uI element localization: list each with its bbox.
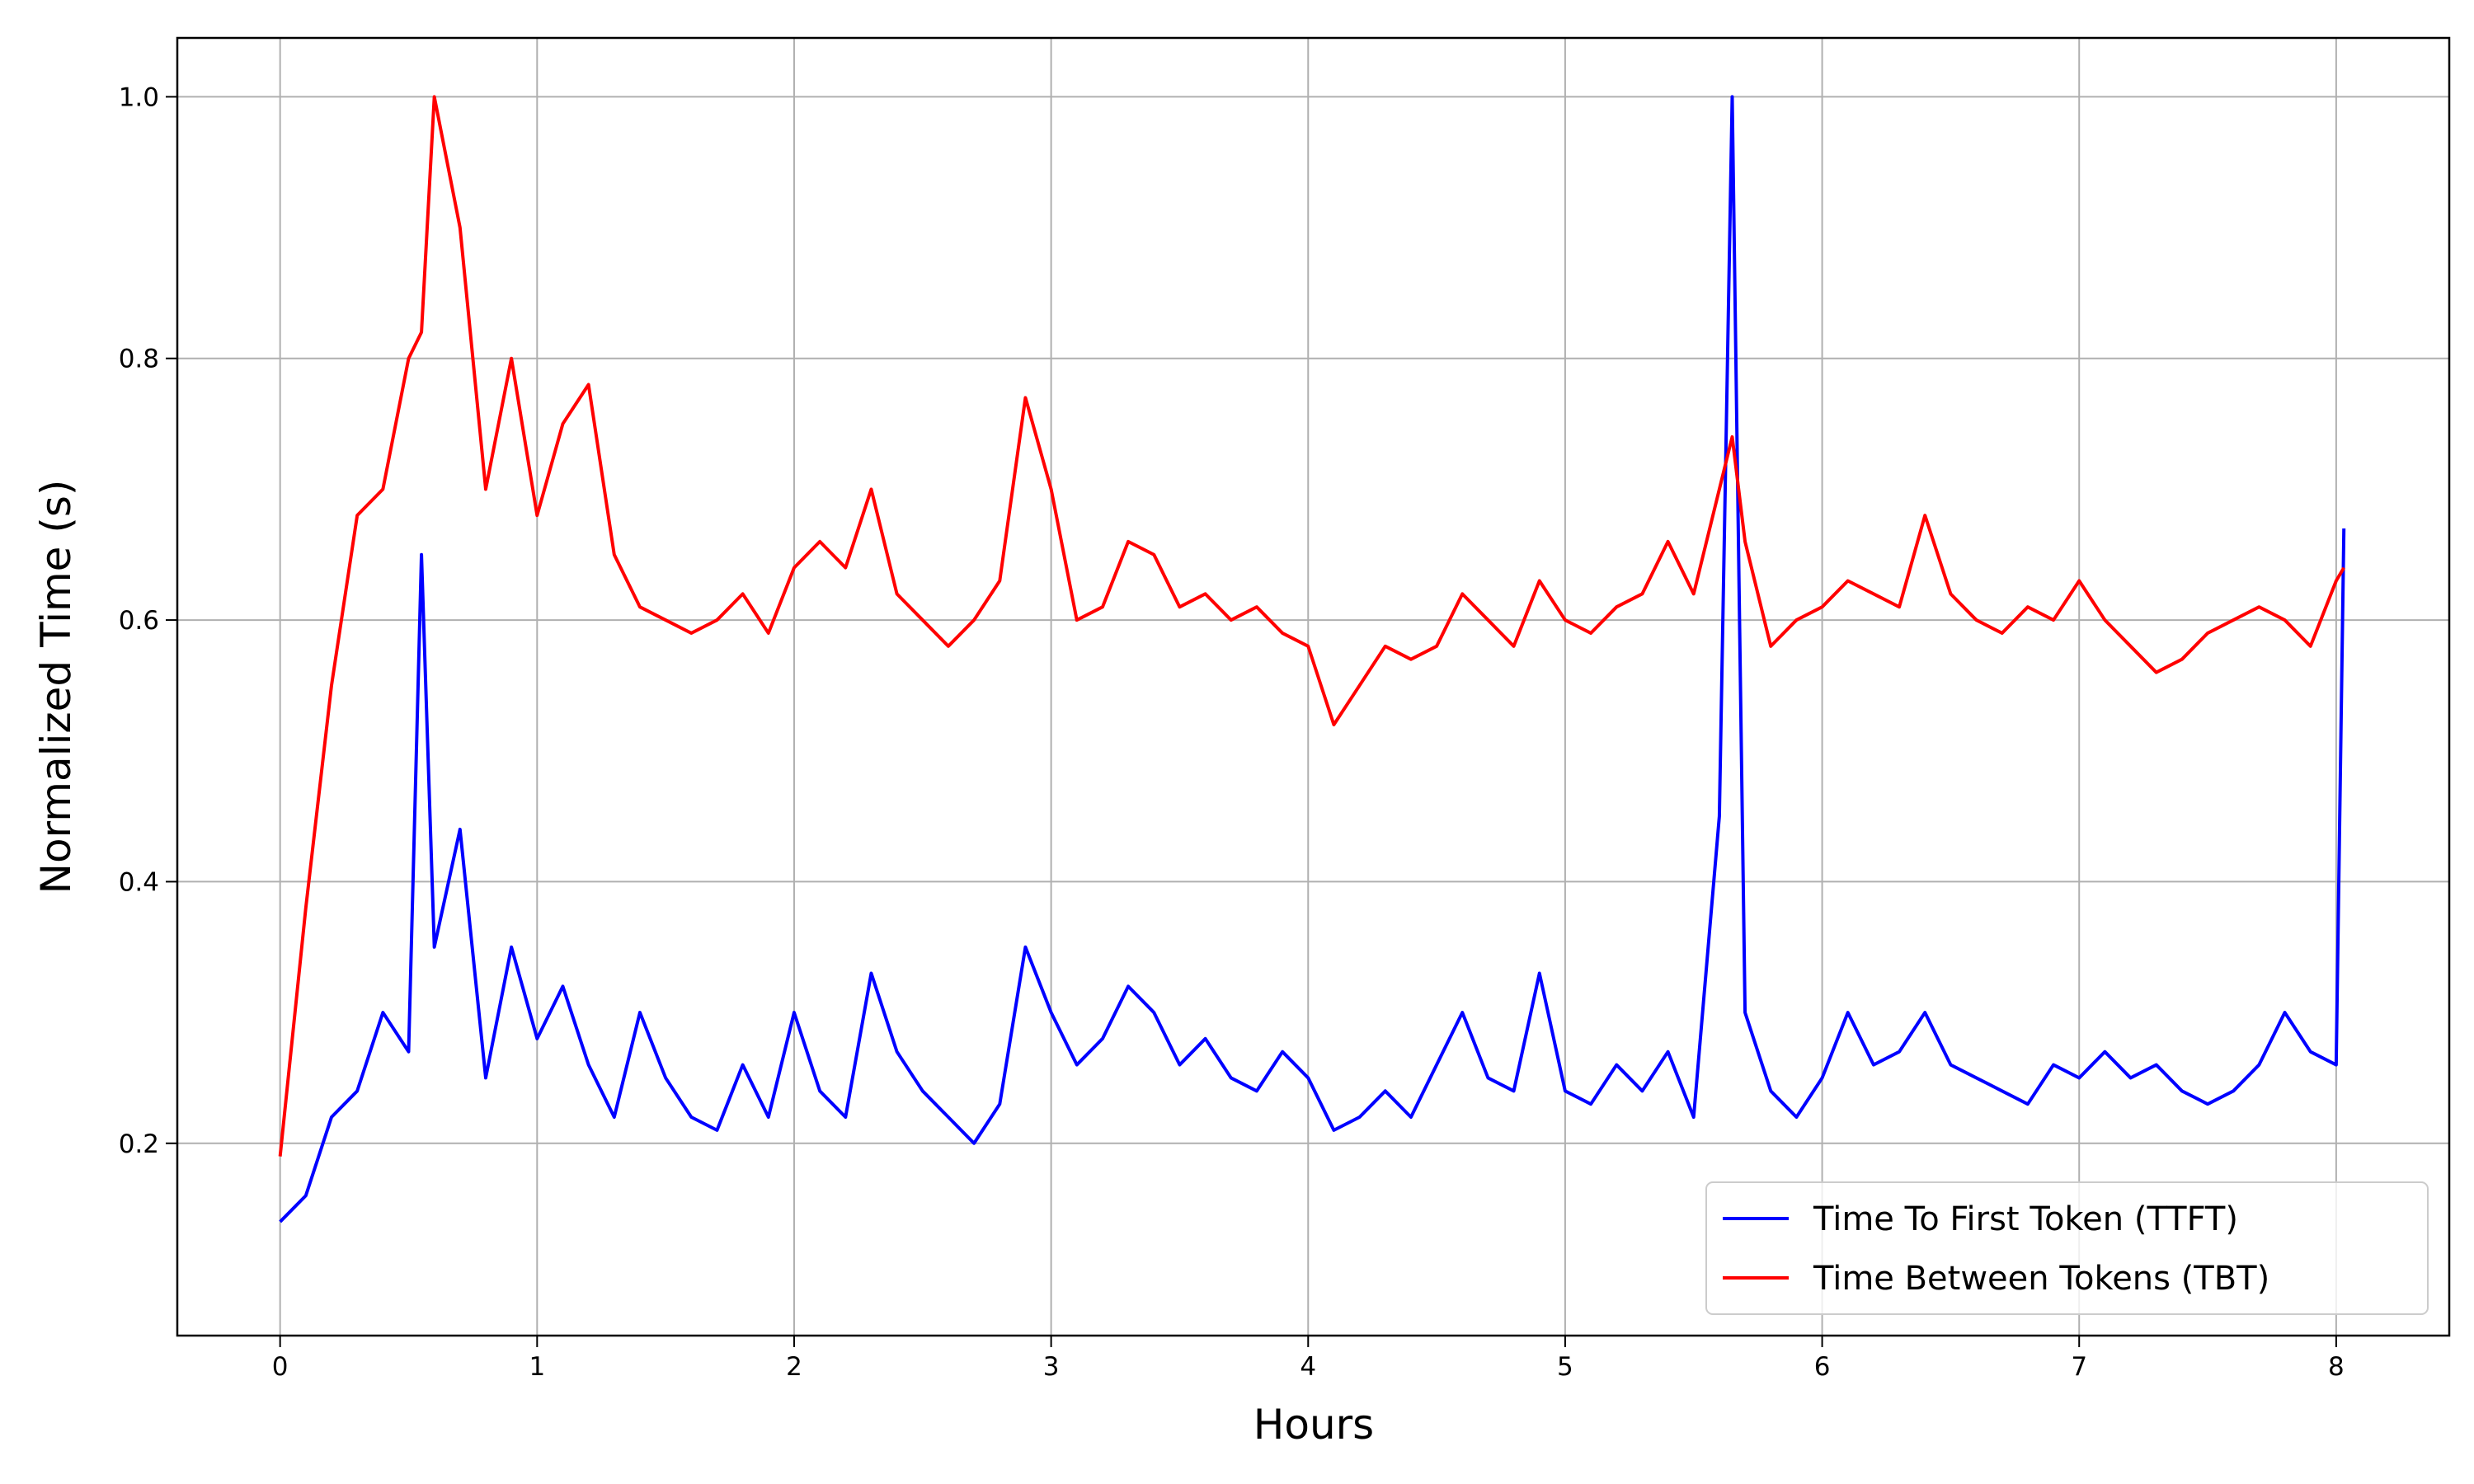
plot-frame	[176, 36, 2451, 1337]
x-tick-label: 4	[1300, 1352, 1316, 1382]
x-tick-label: 1	[529, 1352, 545, 1382]
x-tick-label: 6	[1814, 1352, 1831, 1382]
legend-box	[1705, 1181, 2429, 1315]
x-tick-label: 5	[1557, 1352, 1573, 1382]
y-tick-label: 0.2	[119, 1129, 159, 1159]
x-tick-label: 0	[272, 1352, 289, 1382]
y-tick-label: 0.8	[119, 345, 159, 374]
legend-label: Time Between Tokens (TBT)	[1813, 1260, 2269, 1298]
x-tick-label: 8	[2328, 1352, 2345, 1382]
y-tick-label: 0.6	[119, 606, 159, 636]
x-axis-label: Hours	[1253, 1401, 1374, 1449]
y-tick-label: 0.4	[119, 867, 159, 897]
x-tick-label: 3	[1043, 1352, 1060, 1382]
x-tick-label: 2	[786, 1352, 802, 1382]
y-tick-label: 1.0	[119, 82, 159, 112]
data-line	[279, 95, 2346, 1223]
data-line	[278, 95, 2345, 1157]
y-axis-label: Normalized Time (s)	[32, 480, 80, 895]
legend-label: Time To First Token (TTFT)	[1813, 1200, 2238, 1238]
x-tick-label: 7	[2071, 1352, 2087, 1382]
